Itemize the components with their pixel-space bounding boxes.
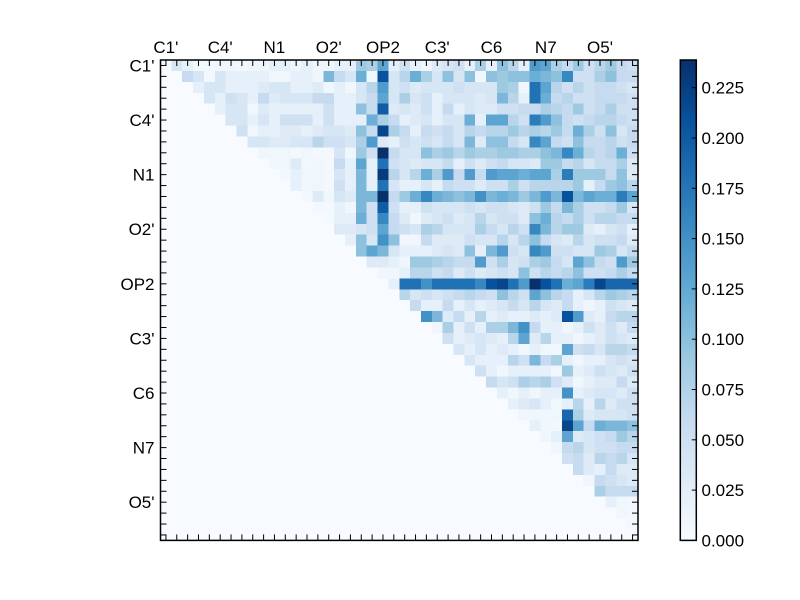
svg-text:C6: C6	[481, 38, 503, 57]
svg-text:C1': C1'	[130, 57, 155, 76]
svg-text:0.200: 0.200	[702, 129, 745, 148]
svg-text:0.025: 0.025	[702, 481, 745, 500]
svg-text:C3': C3'	[425, 38, 450, 57]
svg-text:OP2: OP2	[366, 38, 400, 57]
svg-text:C4': C4'	[208, 38, 233, 57]
svg-text:0.175: 0.175	[702, 179, 745, 198]
svg-text:C1': C1'	[153, 38, 178, 57]
svg-text:0.075: 0.075	[702, 381, 745, 400]
svg-text:0.000: 0.000	[702, 531, 745, 550]
svg-text:0.125: 0.125	[702, 280, 745, 299]
svg-text:O2': O2'	[316, 38, 342, 57]
svg-text:N7: N7	[133, 439, 155, 458]
svg-text:O2': O2'	[129, 220, 155, 239]
svg-text:C4': C4'	[130, 111, 155, 130]
svg-text:N1: N1	[264, 38, 286, 57]
svg-text:0.050: 0.050	[702, 431, 745, 450]
svg-text:N1: N1	[133, 166, 155, 185]
svg-text:C3': C3'	[130, 329, 155, 348]
svg-text:0.225: 0.225	[702, 79, 745, 98]
svg-text:O5': O5'	[587, 38, 613, 57]
svg-text:N7: N7	[535, 38, 557, 57]
svg-text:0.100: 0.100	[702, 330, 745, 349]
svg-text:O5': O5'	[129, 493, 155, 512]
svg-text:0.150: 0.150	[702, 230, 745, 249]
svg-text:OP2: OP2	[120, 275, 154, 294]
svg-text:C6: C6	[133, 384, 155, 403]
